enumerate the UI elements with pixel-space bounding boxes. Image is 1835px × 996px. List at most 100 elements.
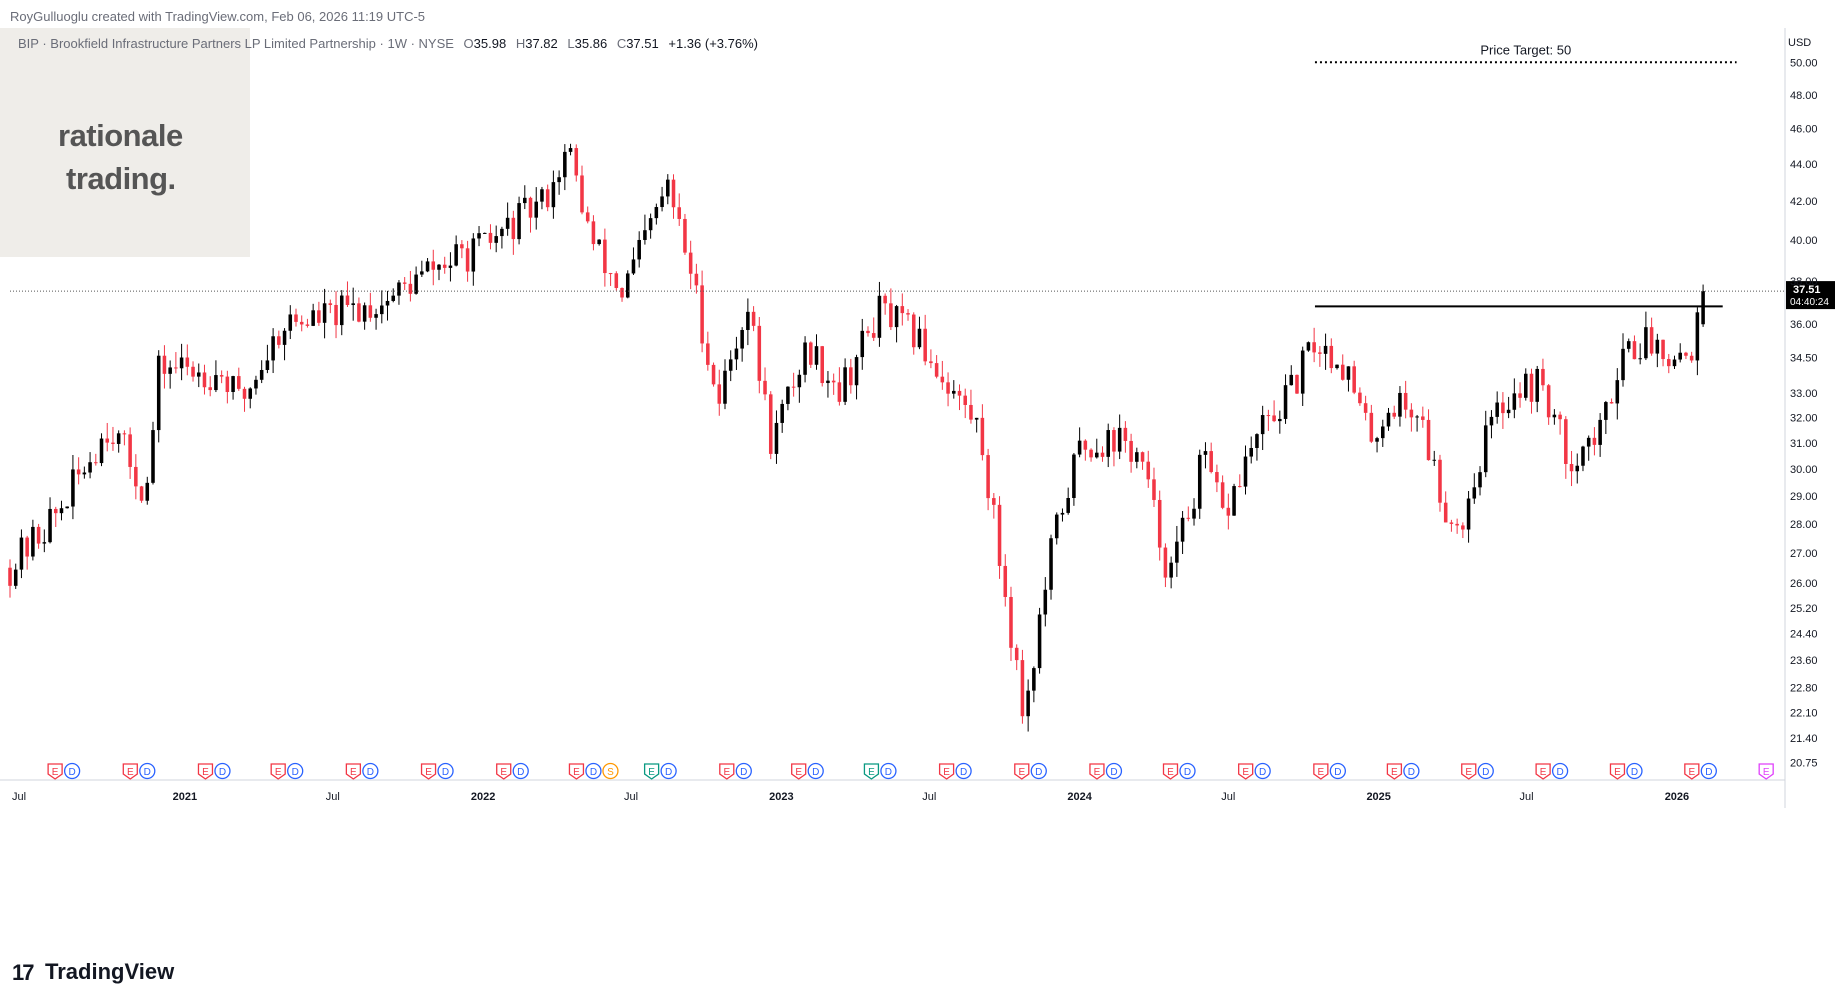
candle-body (911, 314, 916, 348)
close-value: 37.51 (626, 36, 659, 51)
low-value: 35.86 (574, 36, 608, 51)
candle-body (780, 403, 784, 423)
candle-body (134, 466, 138, 487)
candle-body (551, 182, 556, 208)
candle-body (1678, 352, 1682, 360)
candle-body (1592, 437, 1597, 445)
earnings-badge (197, 763, 214, 780)
candle-body (1483, 425, 1488, 473)
x-tick-label: 2024 (1067, 791, 1092, 803)
candle-body (1501, 402, 1505, 414)
earnings-badge (938, 763, 955, 780)
dividend-badge (735, 762, 752, 780)
candle-body (1300, 350, 1305, 394)
candle-body (299, 321, 304, 325)
event-letter: E (795, 767, 802, 778)
candle-body (597, 239, 601, 245)
candle-body (1443, 502, 1448, 523)
candle-body (53, 508, 58, 514)
candle-body (992, 498, 996, 505)
candle-body (1260, 415, 1265, 435)
earnings-event-icon: E (345, 763, 362, 780)
candle-body (511, 217, 516, 240)
earnings-event-icon: E (1162, 763, 1179, 780)
candle-body (969, 404, 973, 420)
candle-body (1249, 447, 1253, 457)
candle-body (860, 330, 865, 358)
candle-body (465, 248, 470, 272)
candle-body (128, 434, 132, 467)
dividend-event-icon: D (512, 762, 529, 780)
earnings-event-icon: E (270, 763, 286, 780)
dividend-event-icon: D (585, 762, 602, 780)
candle-body (1558, 414, 1562, 420)
y-tick-label: 22.80 (1790, 682, 1818, 694)
candle-body (620, 287, 624, 298)
candle-body (1037, 614, 1042, 669)
candle-body (1278, 418, 1282, 422)
candle-body (1329, 345, 1334, 369)
candle-body (757, 325, 762, 381)
event-letter: E (500, 767, 507, 778)
candle-body (1215, 472, 1219, 483)
candle-body (1106, 430, 1110, 457)
bar-countdown: 04:40:24 (1790, 297, 1829, 308)
event-letter: D (1035, 767, 1042, 778)
candle-body (1020, 660, 1025, 717)
candle-body (1604, 402, 1608, 420)
candle-body (282, 330, 287, 345)
dividend-event-icon: D (362, 762, 379, 780)
candle-body (1535, 368, 1539, 402)
candle-body (1649, 327, 1654, 354)
candle-body (1455, 523, 1459, 526)
candle-body (25, 537, 29, 557)
candle-body (1489, 416, 1494, 426)
candle-body (454, 244, 458, 266)
x-tick-label: Jul (922, 791, 936, 803)
event-letter: E (573, 767, 580, 778)
dividend-event-icon: D (735, 762, 752, 780)
y-tick-label: 46.00 (1790, 124, 1818, 136)
candle-body (603, 239, 607, 274)
candle-body (65, 506, 69, 509)
candle-body (254, 379, 258, 389)
candle-body (1569, 463, 1574, 472)
candle-body (1238, 486, 1242, 488)
candle-body (917, 328, 922, 348)
dividend-event-icon: D (955, 762, 972, 780)
candle-body (677, 207, 682, 219)
candle-body (1026, 690, 1030, 717)
dividend-event-icon: D (1329, 762, 1346, 780)
candle-body (1667, 359, 1671, 367)
earnings-badge (496, 763, 512, 780)
candle-body (1083, 440, 1088, 450)
y-tick-label: 27.00 (1790, 548, 1818, 560)
earnings-event-icon: E (938, 763, 955, 780)
candle-body (322, 303, 327, 323)
candle-body (1701, 291, 1705, 325)
dividend-badge (807, 762, 824, 780)
candle-body (505, 217, 510, 229)
last-price-tag (1786, 281, 1835, 310)
candle-body (225, 376, 230, 393)
candle-body (1478, 472, 1482, 488)
candle-body (574, 148, 579, 176)
event-letter: D (812, 767, 819, 778)
candle-body (1180, 517, 1185, 542)
candle-body (746, 311, 750, 330)
candle-body (1695, 312, 1700, 361)
candle-body (1546, 385, 1551, 418)
candle-body (1626, 341, 1631, 349)
dividend-event-icon: D (1700, 762, 1717, 780)
candle-body (854, 357, 859, 386)
event-letter: E (1242, 767, 1249, 778)
candle-body (1352, 366, 1356, 393)
candle-body (1060, 512, 1065, 515)
event-letter: D (144, 767, 151, 778)
event-letter: E (1763, 767, 1770, 778)
candle-body (889, 303, 893, 328)
candle-body (1386, 412, 1391, 427)
candle-body (809, 342, 813, 365)
candle-body (1009, 596, 1013, 648)
